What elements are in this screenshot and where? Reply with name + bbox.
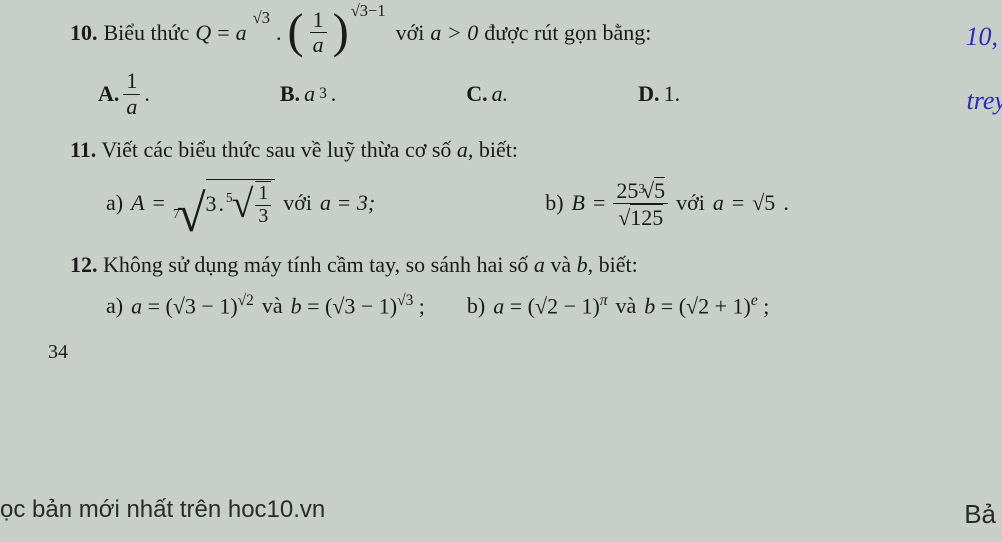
q10-stem: 10. Biểu thức Q = a √3 . ( 1 a ) √3−1 vớ… — [70, 8, 1002, 57]
eq: = — [153, 190, 165, 216]
radical-icon: √ — [232, 195, 254, 215]
q11b-cond-a: a — [713, 190, 724, 216]
q12a-label: a) — [106, 293, 123, 319]
q10-exp2: √3−1 — [351, 1, 386, 21]
q12-text: Không sử dụng máy tính cầm tay, so sánh … — [103, 252, 528, 277]
q11b-label: b) — [545, 190, 563, 216]
opt-C: C. a. — [466, 81, 508, 107]
q11-text: Viết các biểu thức sau về luỹ thừa cơ số — [101, 137, 451, 162]
paren-right: ) — [333, 13, 349, 52]
paren-left: ( — [287, 13, 303, 52]
q12-part-a: a) a = (√3 − 1)√2 và b = (√3 − 1)√3 ; — [106, 292, 425, 319]
q10-number: 10. — [70, 20, 98, 46]
footer-right-text: Bả — [964, 499, 996, 530]
handwriting-2: trey — [967, 86, 1002, 116]
q11-parts: a) A = 7 √ 3 . 5 √ 1 3 với a = 3; b) — [106, 177, 1002, 230]
opt-D: D. 1. — [638, 81, 680, 107]
q12-a: a — [534, 252, 545, 277]
page-number: 34 — [48, 341, 1002, 364]
q11b-frac: 25 3 √ 5 √ 125 — [613, 177, 668, 230]
q12b-label: b) — [467, 293, 485, 319]
q10-frac: 1 a — [310, 8, 327, 57]
q11-a: a — [457, 137, 468, 162]
q10-Q: Q — [195, 20, 211, 46]
q11a-A: A — [131, 190, 144, 216]
q10-with: với — [396, 20, 425, 46]
q10-base-a: a — [236, 20, 247, 46]
footer-link-text: ọc bản mới nhất trên hoc10.vn — [0, 496, 325, 524]
q12-stem: 12. Không sử dụng máy tính cầm tay, so s… — [70, 252, 1002, 278]
dot: . — [276, 20, 282, 46]
optD-label: D. — [638, 81, 659, 107]
q11b-B: B — [572, 190, 585, 216]
frac-num: 1 — [310, 8, 327, 33]
q11a-with: với — [283, 190, 312, 216]
q10-options: A. 1 a . B. a3. C. a. D. 1. — [98, 69, 1002, 118]
q10-exp1: √3 — [253, 8, 270, 28]
q11b-with: với — [676, 190, 705, 216]
q12-b: b — [577, 252, 588, 277]
opt-A: A. 1 a . — [98, 69, 150, 118]
q11-number: 11. — [70, 137, 96, 162]
q11a-cond: a = 3; — [320, 190, 375, 216]
handwriting-1: 10, — [966, 22, 999, 52]
eq: = — [217, 20, 229, 46]
q10-cond: a > 0 — [430, 20, 478, 46]
frac-den: a — [310, 33, 327, 57]
optA-label: A. — [98, 81, 119, 107]
q12-part-b: b) a = (√2 − 1)π và b = (√2 + 1)e ; — [467, 292, 769, 319]
q12-parts: a) a = (√3 − 1)√2 và b = (√3 − 1)√3 ; b)… — [106, 292, 1002, 319]
q11a-root: 7 √ 3 . 5 √ 1 3 — [173, 179, 275, 228]
q11-text-post: , biết: — [468, 137, 518, 162]
q12-post: , biết: — [588, 252, 638, 277]
opt-B: B. a3. — [280, 81, 336, 107]
radical-icon: √ — [177, 201, 206, 227]
optB-label: B. — [280, 81, 300, 107]
q10-text-post: được rút gọn bằng: — [484, 20, 651, 46]
q11-stem: 11. Viết các biểu thức sau về luỹ thừa c… — [70, 137, 1002, 163]
q12-and: và — [550, 252, 571, 277]
q11-part-a: a) A = 7 √ 3 . 5 √ 1 3 với a = 3; — [106, 179, 375, 228]
radical-icon: √ — [618, 206, 630, 230]
optC-label: C. — [466, 81, 487, 107]
q11a-label: a) — [106, 190, 123, 216]
optA-frac: 1 a — [123, 69, 140, 118]
q10-text-pre: Biểu thức — [104, 20, 190, 46]
q12-number: 12. — [70, 252, 98, 277]
eq: = — [593, 190, 605, 216]
q11-part-b: b) B = 25 3 √ 5 √ 125 với a = √5 . — [545, 177, 789, 230]
